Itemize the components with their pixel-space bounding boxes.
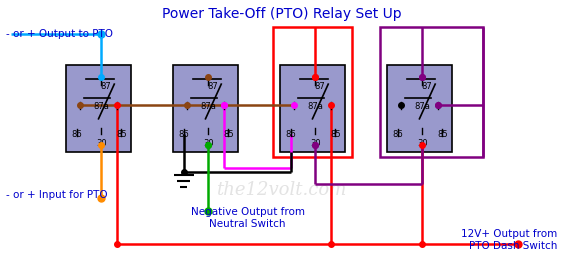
Text: 87a: 87a: [93, 102, 109, 111]
Bar: [381, 27, 483, 157]
Text: 87: 87: [421, 82, 432, 91]
Text: 87: 87: [207, 82, 218, 91]
Text: 86: 86: [392, 130, 403, 139]
Text: 86: 86: [178, 130, 189, 139]
Text: 87: 87: [314, 82, 325, 91]
Bar: [173, 65, 238, 152]
Text: - or + Input for PTO: - or + Input for PTO: [6, 190, 108, 200]
Text: 85: 85: [330, 130, 341, 139]
Text: 87a: 87a: [200, 102, 216, 111]
Text: 12V+ Output from
PTO Dash Switch: 12V+ Output from PTO Dash Switch: [461, 229, 557, 251]
Text: the12volt.com: the12volt.com: [216, 181, 347, 199]
Text: Power Take-Off (PTO) Relay Set Up: Power Take-Off (PTO) Relay Set Up: [162, 7, 401, 21]
Bar: [280, 65, 345, 152]
Text: - or + Output to PTO: - or + Output to PTO: [6, 29, 113, 39]
Text: 30: 30: [96, 139, 106, 149]
Text: 30: 30: [417, 139, 427, 149]
Text: 87: 87: [100, 82, 111, 91]
Text: 87a: 87a: [414, 102, 430, 111]
Text: 30: 30: [310, 139, 320, 149]
Bar: [66, 65, 131, 152]
Text: 85: 85: [116, 130, 127, 139]
Bar: [274, 27, 351, 157]
Text: Negative Output from
Neutral Switch: Negative Output from Neutral Switch: [191, 207, 305, 229]
Text: 85: 85: [223, 130, 234, 139]
Text: 86: 86: [285, 130, 296, 139]
Text: 85: 85: [437, 130, 448, 139]
Text: 86: 86: [72, 130, 82, 139]
Bar: [387, 65, 452, 152]
Text: 30: 30: [203, 139, 213, 149]
Text: 87a: 87a: [307, 102, 323, 111]
